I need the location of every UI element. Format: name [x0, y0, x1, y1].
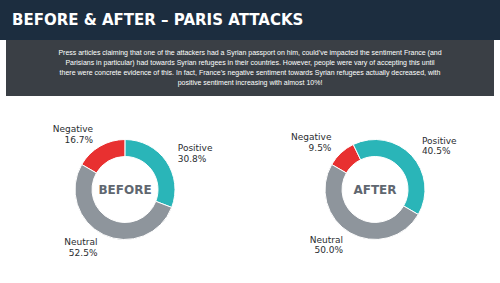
html-text:AFTER: AFTER — [353, 182, 397, 197]
svg-text:Neutral50.0%: Neutral50.0% — [310, 235, 344, 256]
html-text:BEFORE: BEFORE — [98, 182, 152, 197]
html-text:Press articles claiming that o: Press articles claiming that one of the … — [58, 48, 442, 87]
svg-text:Positive30.8%: Positive30.8% — [178, 143, 213, 164]
svg-text:Negative16.7%: Negative16.7% — [53, 124, 94, 145]
svg-text:Neutral52.5%: Neutral52.5% — [64, 237, 98, 258]
html-text:BEFORE & AFTER – PARIS ATTACKS: BEFORE & AFTER – PARIS ATTACKS — [12, 11, 304, 29]
svg-text:Positive40.5%: Positive40.5% — [422, 136, 457, 157]
svg-text:Negative9.5%: Negative9.5% — [291, 132, 332, 153]
